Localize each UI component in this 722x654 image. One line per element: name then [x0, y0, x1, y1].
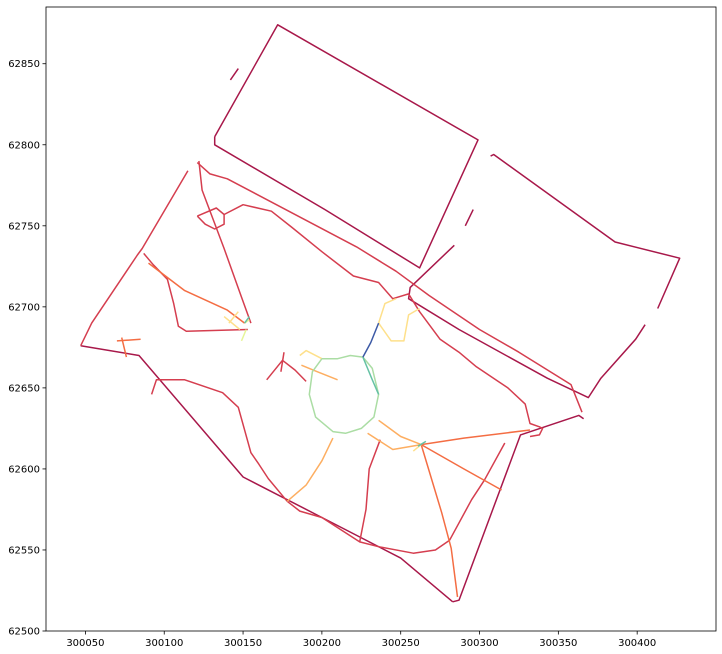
network-segment-13: [407, 293, 544, 438]
network-segment-9: [198, 160, 252, 324]
x-tick-label: 300400: [618, 638, 656, 649]
axes-frame: [45, 6, 717, 632]
network-segment-37: [308, 354, 380, 435]
network-segment-15: [150, 379, 288, 502]
network-segment-25: [286, 437, 334, 502]
x-tick-label: 300100: [145, 638, 183, 649]
network-segment-16: [286, 500, 361, 543]
network-segment-4: [407, 244, 646, 399]
x-axis: 300050 300100 300150 300200 300250 300300 3003…: [66, 631, 656, 649]
network-segment-41: [362, 322, 380, 358]
network-segment-39: [362, 356, 380, 395]
plot-area: [45, 6, 717, 632]
y-tick-label: 62850: [8, 59, 40, 70]
network-segment-18: [280, 352, 285, 372]
network-segment-29: [223, 316, 241, 331]
network-segment-12: [223, 203, 409, 300]
network-segment-26: [367, 432, 422, 451]
network-segment-14: [358, 439, 506, 554]
x-tick-label: 300250: [382, 638, 420, 649]
network-segment-33: [299, 349, 323, 360]
network-segment-19: [148, 262, 246, 324]
network-segment-0: [213, 24, 479, 269]
network-segment-40: [417, 440, 427, 447]
network-segment-32: [377, 307, 420, 342]
network-segment-27: [378, 419, 422, 446]
network-segment-7: [80, 170, 189, 347]
network-segment-17: [266, 359, 307, 382]
network-segment-2: [490, 153, 681, 309]
x-tick-label: 300300: [460, 638, 498, 649]
network-segment-8: [196, 162, 583, 413]
x-tick-label: 300200: [303, 638, 341, 649]
x-tick-label: 300350: [539, 638, 577, 649]
network-segment-6: [80, 344, 454, 603]
x-tick-label: 300050: [66, 638, 104, 649]
y-axis: 62500 62550 62600 62650 62700 62750 62800 62850: [8, 59, 46, 638]
x-tick-label: 300150: [224, 638, 262, 649]
y-tick-label: 62800: [8, 140, 40, 151]
y-tick-label: 62700: [8, 302, 40, 313]
network-segment-11: [196, 207, 225, 230]
network-segment-5: [452, 414, 585, 603]
network-segment-1: [229, 68, 239, 81]
network-segment-28: [301, 364, 338, 381]
y-tick-label: 62650: [8, 383, 40, 394]
network-segment-10: [143, 252, 248, 332]
network-segment-38: [243, 316, 251, 324]
network-segment-31: [377, 298, 397, 324]
network-segment-24: [420, 443, 502, 491]
network-segment-22: [421, 429, 531, 446]
y-tick-label: 62750: [8, 221, 40, 232]
network-segment-3: [464, 209, 474, 227]
y-tick-label: 62500: [8, 627, 40, 638]
y-tick-label: 62600: [8, 464, 40, 475]
network-segment-30: [228, 311, 239, 324]
y-tick-label: 62550: [8, 545, 40, 556]
network-segment-21: [116, 338, 141, 342]
network-segment-23: [420, 444, 459, 598]
network-segment-36: [240, 329, 247, 342]
